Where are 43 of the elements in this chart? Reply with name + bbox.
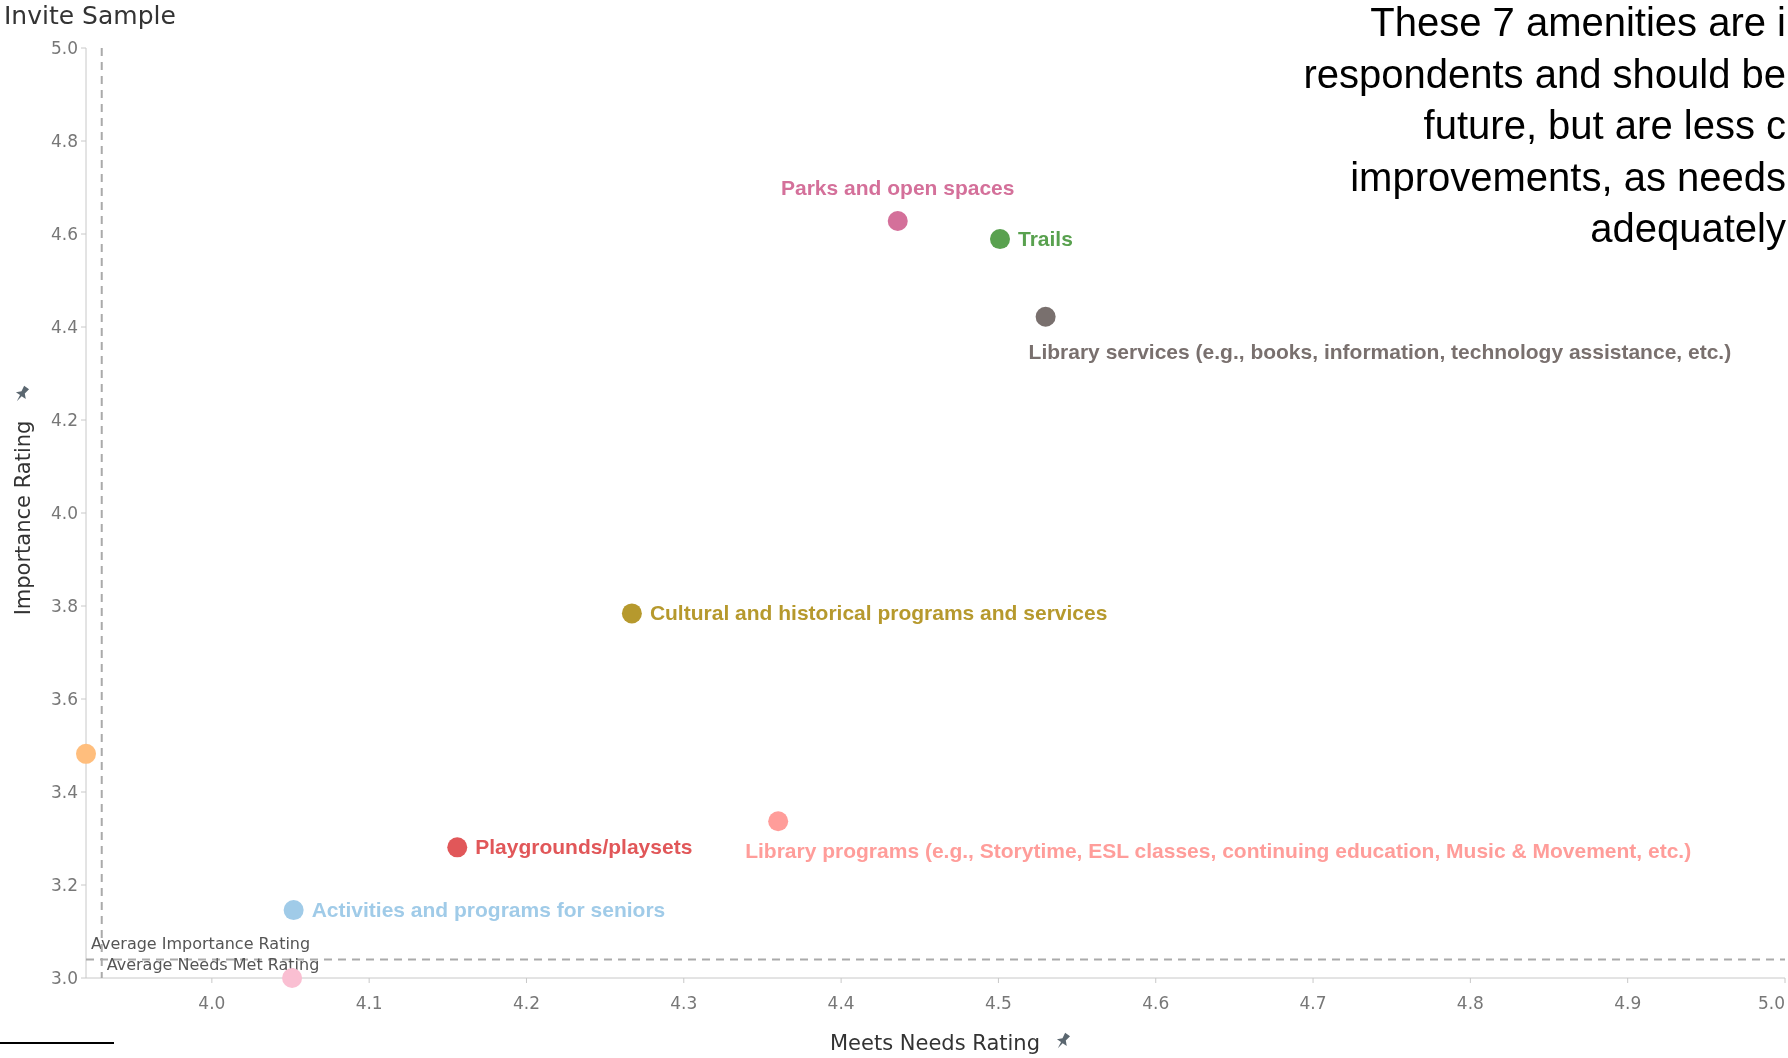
series-label: Playgrounds/playsets bbox=[475, 835, 693, 859]
x-tick-label: 4.4 bbox=[827, 993, 855, 1013]
point bbox=[1035, 306, 1056, 327]
y-tick-label: 3.4 bbox=[50, 782, 78, 802]
point bbox=[621, 603, 642, 624]
point bbox=[76, 743, 96, 764]
series-label: Cultural and historical programs and services bbox=[649, 601, 1108, 625]
series-label: Library services (e.g., books, information, technology assistance, etc.) bbox=[1028, 339, 1732, 363]
point bbox=[990, 229, 1010, 250]
y-tick-label: 4.0 bbox=[50, 503, 78, 523]
x-axis-title: Meets Needs Rating bbox=[829, 1031, 1041, 1055]
x-tick-label: 4.8 bbox=[1456, 993, 1484, 1013]
y-tick-label: 4.8 bbox=[50, 131, 78, 151]
point bbox=[887, 211, 908, 231]
x-tick-label: 4.2 bbox=[512, 993, 540, 1013]
y-tick-label: 3.8 bbox=[50, 596, 78, 616]
series-label: Library programs (e.g., Storytime, ESL classes, continuing education, Music & Movement, etc.) bbox=[745, 839, 1692, 863]
y-tick-label: 4.6 bbox=[50, 224, 78, 244]
point bbox=[283, 900, 304, 921]
series-label: Activities and programs for seniors bbox=[311, 898, 666, 922]
x-tick-label: 4.7 bbox=[1299, 993, 1327, 1013]
ref-line-label: Average Needs Met Rating bbox=[106, 955, 320, 974]
x-tick-label: 4.3 bbox=[670, 993, 698, 1013]
series-label: Trails bbox=[1018, 227, 1073, 251]
point bbox=[447, 837, 468, 858]
y-tick-label: 3.2 bbox=[50, 875, 78, 895]
x-tick-label: 4.6 bbox=[1142, 993, 1170, 1013]
x-tick-label: 4.5 bbox=[984, 993, 1012, 1013]
ref-line-label: Average Importance Rating bbox=[91, 934, 311, 954]
y-axis-title: Importance Rating bbox=[11, 420, 35, 616]
x-tick-label: 4.1 bbox=[355, 993, 383, 1013]
y-tick-label: 4.4 bbox=[50, 317, 78, 337]
x-tick-label: 5.0 bbox=[1757, 993, 1785, 1013]
y-tick-label: 4.2 bbox=[50, 410, 78, 430]
y-tick-label: 3.0 bbox=[50, 968, 78, 988]
point bbox=[768, 811, 789, 832]
x-tick-label: 4.9 bbox=[1614, 993, 1642, 1013]
series-label: Parks and open spaces bbox=[781, 175, 1015, 199]
y-tick-label: 3.6 bbox=[50, 689, 78, 709]
chart-title: Invite Sample bbox=[4, 1, 176, 30]
y-tick-label: 5.0 bbox=[50, 38, 78, 58]
annotation: These 7 amenities are i respondents and should be future, but are less c improvements, as needs adequately bbox=[1303, 0, 1786, 250]
x-tick-label: 4.0 bbox=[198, 993, 226, 1013]
